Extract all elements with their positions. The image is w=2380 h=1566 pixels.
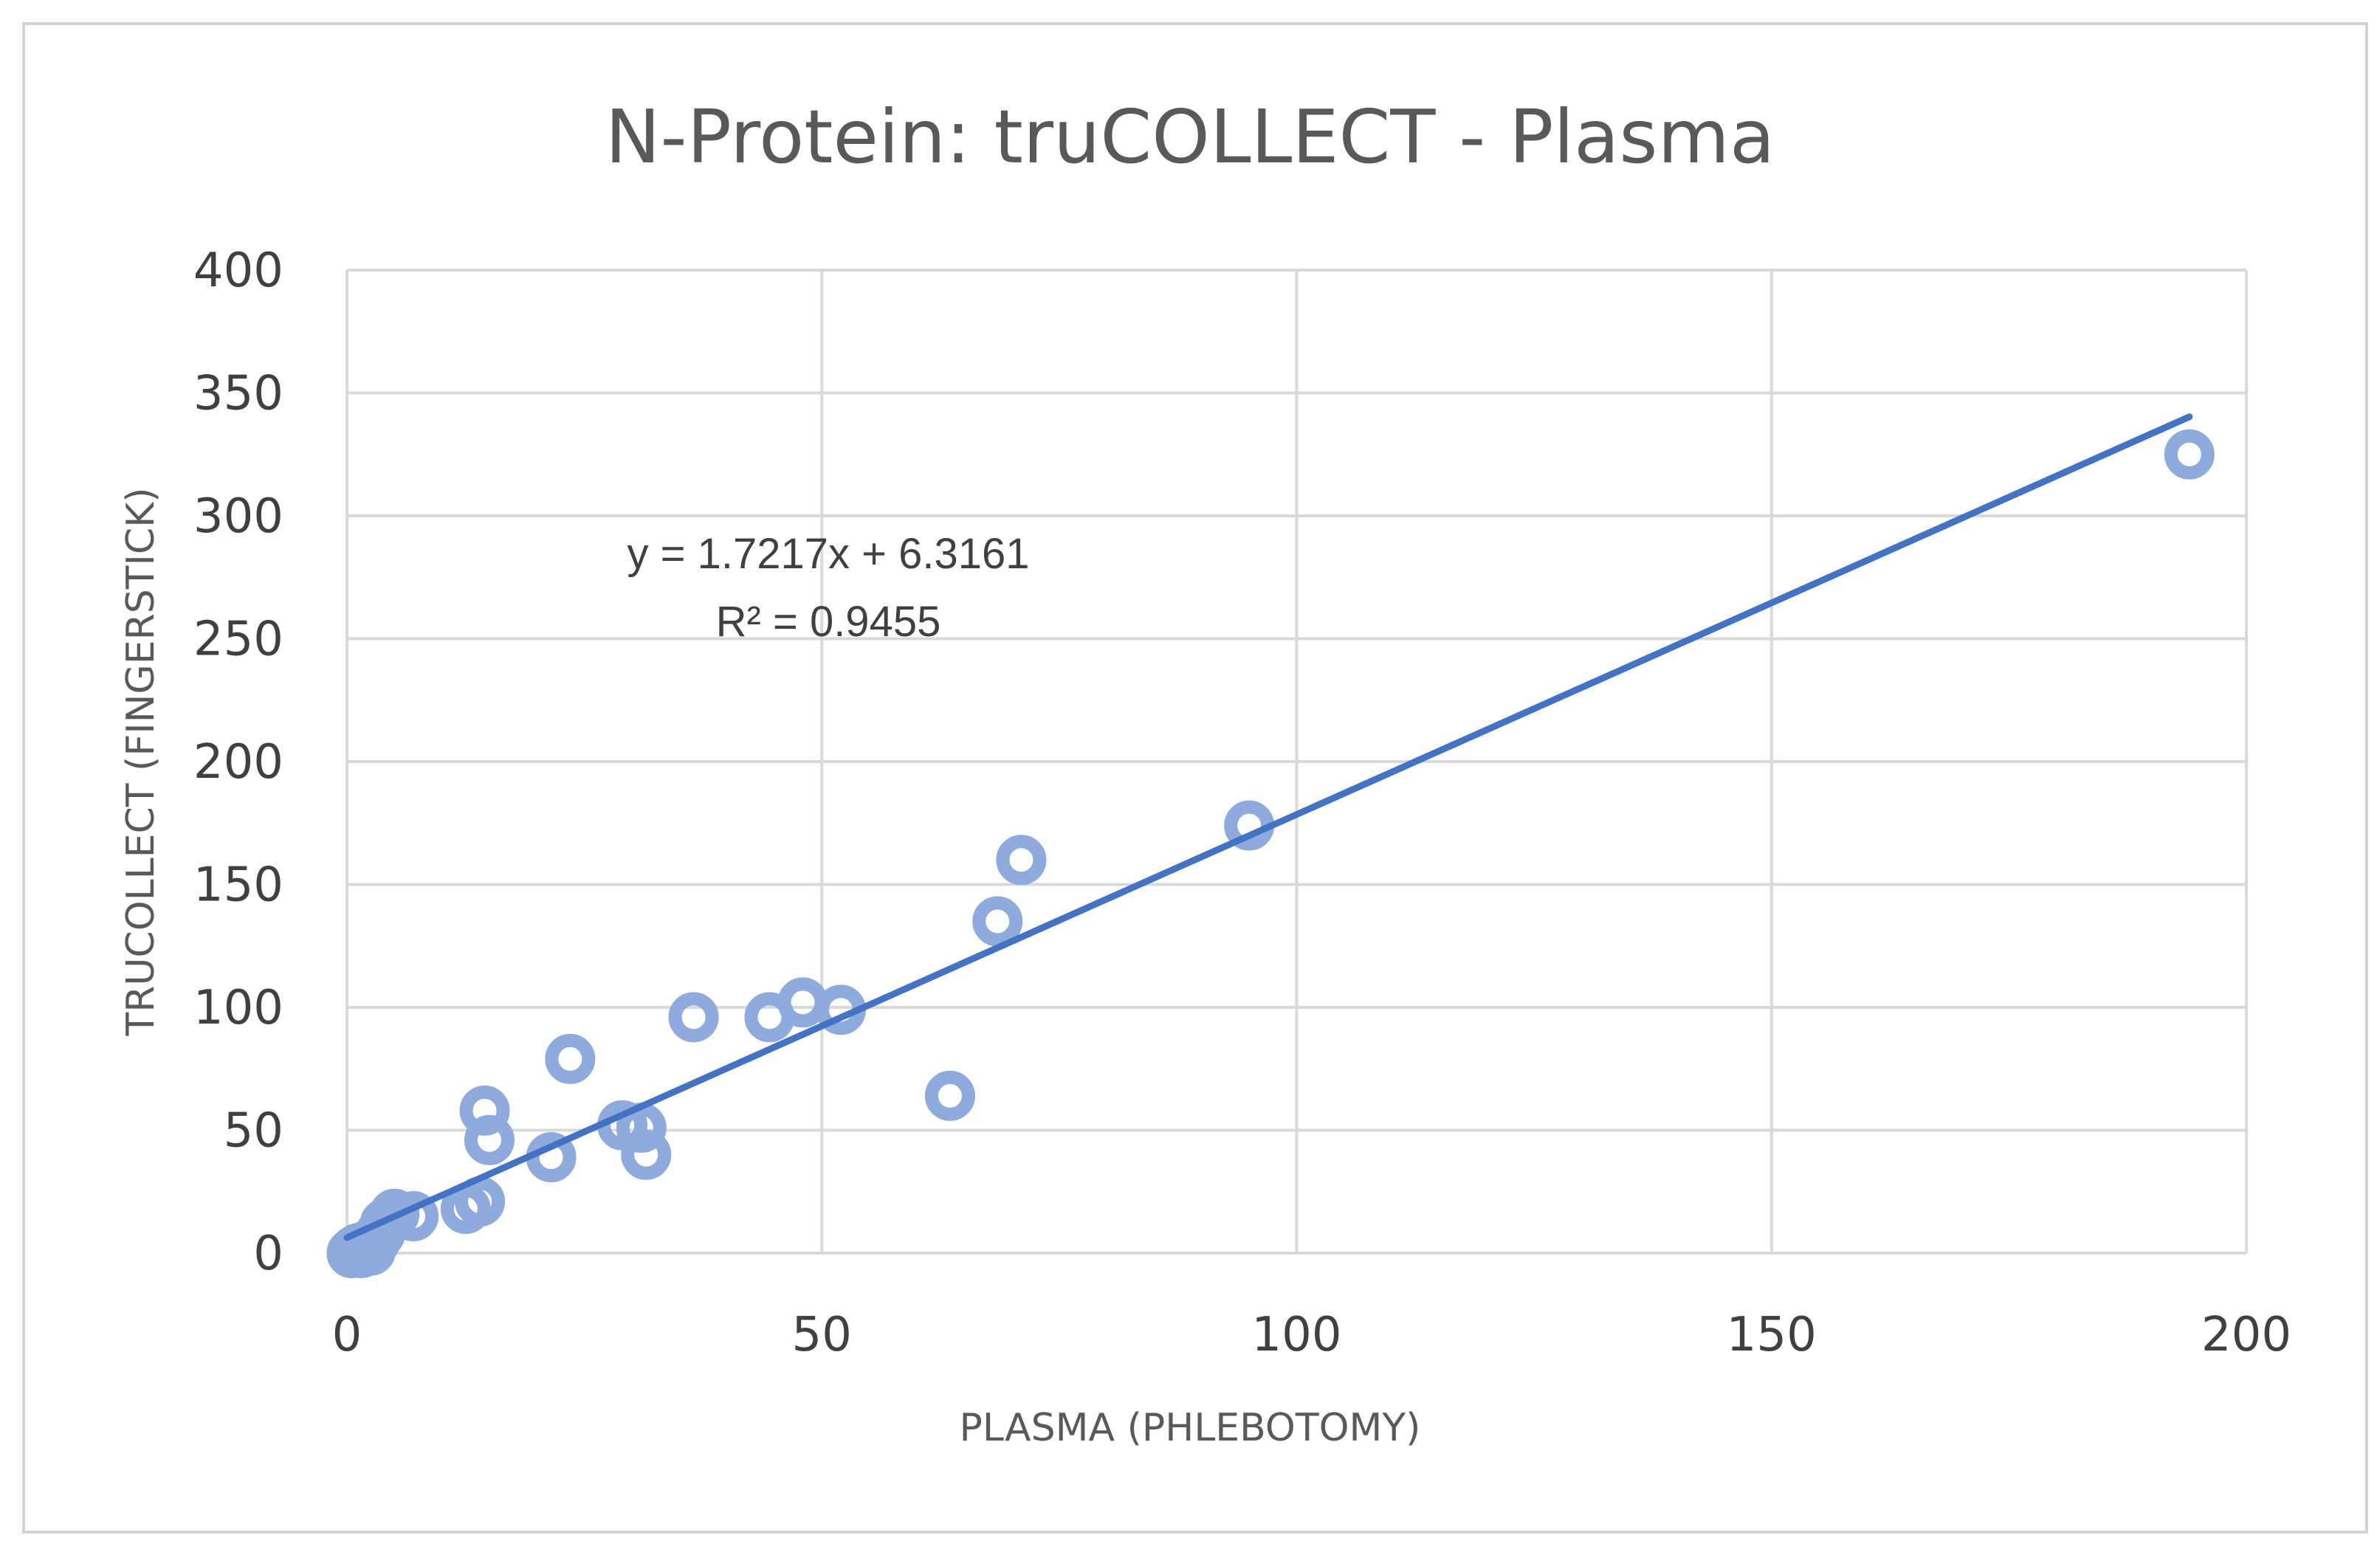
- scatter-point: [621, 1129, 672, 1180]
- x-axis-ticks: 0 50 100 150 200: [332, 1308, 2291, 1362]
- scatter-point: [545, 1033, 596, 1084]
- x-axis-title: PLASMA (PHLEBOTOMY): [960, 1406, 1421, 1450]
- scatter-point: [464, 1114, 515, 1165]
- data-points: [326, 429, 2215, 1278]
- y-tick-label: 250: [193, 613, 283, 667]
- x-tick-label: 100: [1251, 1308, 1341, 1362]
- chart-frame: [22, 22, 2368, 1534]
- x-tick-label: 150: [1727, 1308, 1817, 1362]
- y-axis-ticks: 0 50 100 150 200 250 300 350 400: [193, 244, 283, 1281]
- y-tick-label: 200: [193, 735, 283, 790]
- trendline-equation: y = 1.7217x + 6.3161: [627, 530, 1030, 578]
- y-tick-label: 150: [193, 858, 283, 913]
- scatter-point: [777, 977, 828, 1028]
- scatter-point: [455, 1176, 506, 1227]
- y-tick-label: 50: [224, 1104, 283, 1159]
- y-tick-label: 350: [193, 367, 283, 421]
- scatter-point: [924, 1070, 975, 1121]
- y-tick-label: 400: [193, 244, 283, 298]
- y-tick-label: 300: [193, 489, 283, 544]
- chart-title: N-Protein: truCOLLECT - Plasma: [605, 94, 1775, 180]
- y-axis-title: TRUCOLLECT (FINGERSTICK): [119, 487, 163, 1036]
- scatter-point: [996, 835, 1047, 886]
- y-tick-label: 0: [253, 1227, 283, 1281]
- trendline: [343, 413, 2193, 1241]
- x-tick-label: 50: [792, 1308, 852, 1362]
- y-tick-label: 100: [193, 981, 283, 1035]
- x-tick-label: 200: [2201, 1308, 2291, 1362]
- x-tick-label: 0: [332, 1308, 362, 1362]
- scatter-point: [2164, 429, 2215, 480]
- scatter-point: [668, 992, 719, 1043]
- trendline-r-squared: R² = 0.9455: [716, 598, 941, 646]
- scatter-point: [972, 896, 1023, 947]
